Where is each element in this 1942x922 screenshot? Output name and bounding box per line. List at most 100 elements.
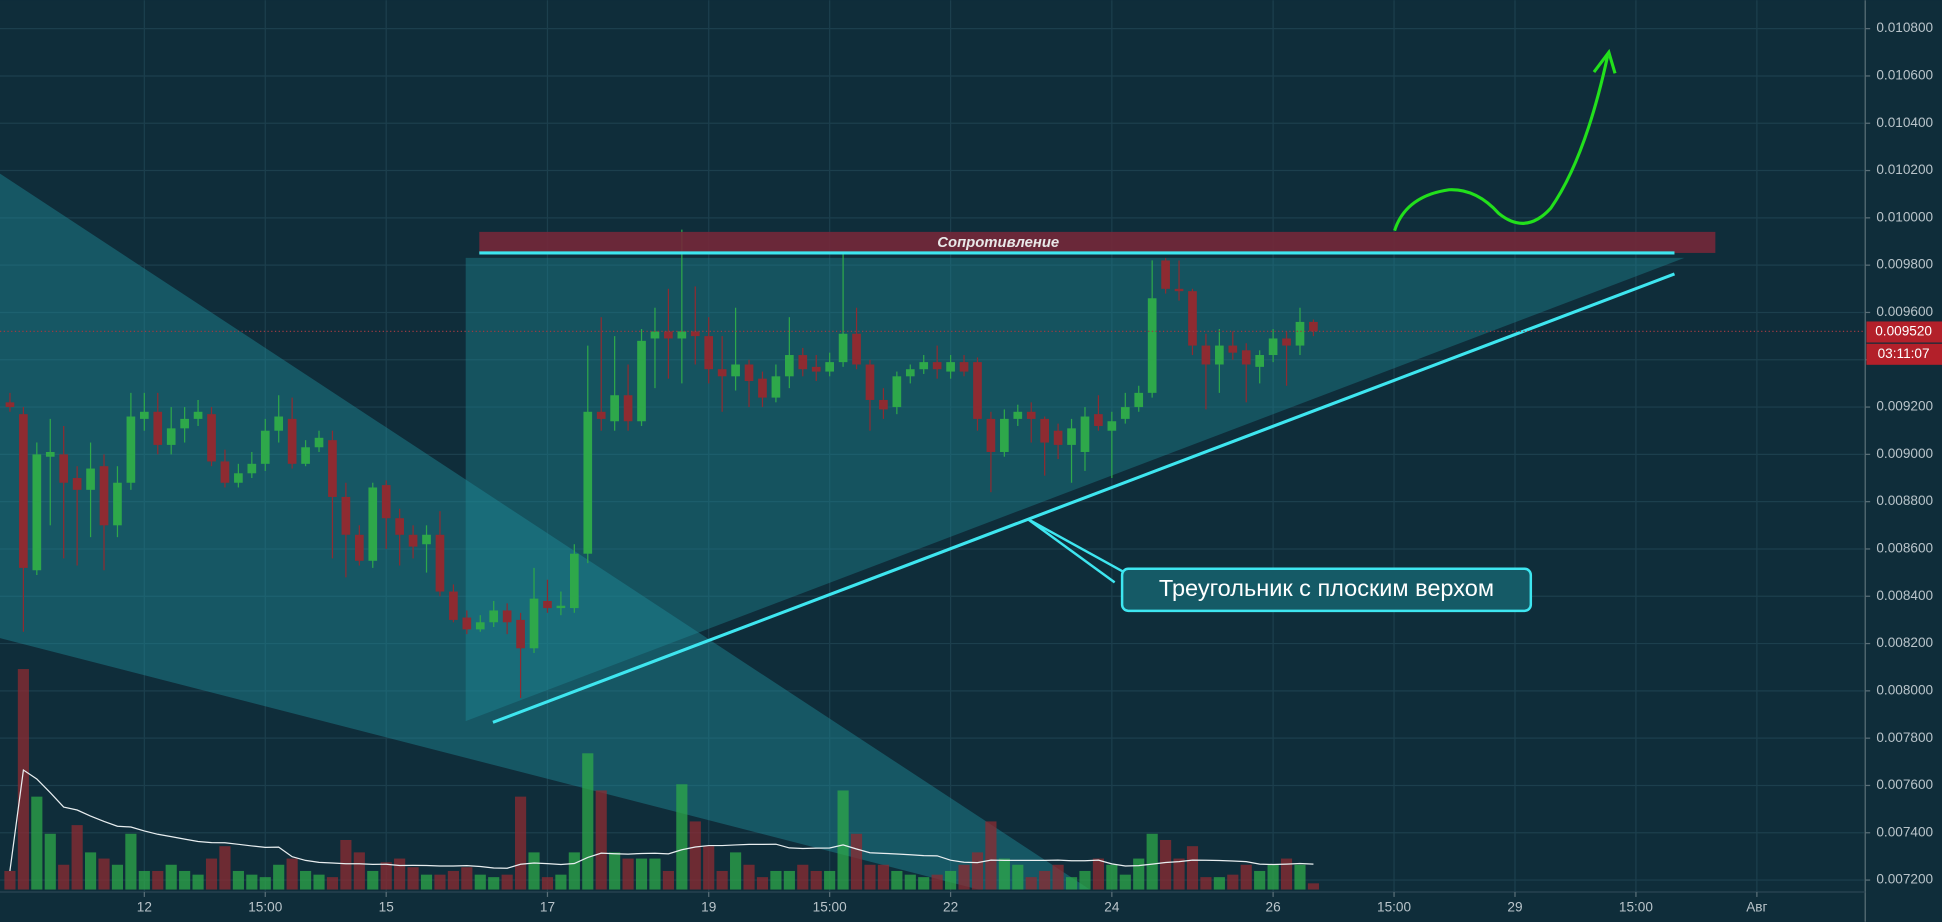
- candle-body: [1040, 418, 1049, 443]
- volume-bar: [1079, 870, 1091, 890]
- candle-body: [1188, 291, 1197, 346]
- falling-wedge-drawing: [0, 173, 1090, 890]
- x-tick-label: 15:00: [248, 900, 282, 915]
- volume-pane: [4, 669, 1319, 890]
- x-tick-label: 24: [1104, 900, 1120, 915]
- volume-bar: [998, 858, 1010, 890]
- volume-bar: [31, 796, 43, 890]
- candle-body: [368, 487, 378, 561]
- candle-body: [623, 395, 633, 422]
- volume-bar: [1065, 877, 1078, 890]
- volume-bar: [58, 864, 70, 890]
- countdown-label: 03:11:07: [1878, 346, 1930, 361]
- volume-bar: [488, 877, 500, 890]
- candle-body: [664, 331, 673, 339]
- volume-bar: [1307, 883, 1319, 890]
- x-tick-label: 15:00: [1377, 900, 1411, 915]
- candle-body: [1134, 392, 1144, 408]
- candle-body: [207, 414, 216, 462]
- candle-body: [99, 466, 109, 526]
- callout-label: Треугольник с плоским верхом: [1159, 575, 1494, 601]
- candle-body: [1120, 407, 1130, 419]
- volume-bar: [1025, 877, 1037, 890]
- candle-body: [583, 411, 593, 554]
- x-tick-label: 15: [379, 900, 394, 915]
- volume-bar: [756, 877, 769, 890]
- y-tick-label: 0.008800: [1876, 493, 1933, 508]
- volume-bar: [394, 858, 406, 890]
- candle-body: [45, 451, 55, 457]
- volume-bar: [1146, 833, 1158, 890]
- candle-body: [180, 418, 189, 429]
- volume-bar: [192, 874, 204, 890]
- volume-bar: [541, 877, 554, 890]
- volume-bar: [1052, 864, 1064, 890]
- volume-bar: [1240, 864, 1252, 890]
- volume-bar: [810, 870, 822, 890]
- volume-bar: [864, 864, 876, 890]
- volume-bar: [340, 839, 352, 890]
- volume-bar: [1039, 870, 1051, 890]
- candle-body: [946, 362, 955, 372]
- candle-body: [1268, 338, 1278, 356]
- candle-body: [932, 362, 942, 370]
- candle-body: [852, 333, 861, 365]
- candle-body: [381, 485, 391, 519]
- y-tick-label: 0.008400: [1876, 588, 1933, 603]
- volume-bar: [1173, 858, 1185, 890]
- volume-bar: [407, 867, 419, 890]
- candle-body: [543, 600, 552, 609]
- candle-body: [610, 395, 619, 422]
- volume-bar: [528, 852, 540, 890]
- candle-body: [1201, 345, 1211, 365]
- volume-bar: [232, 870, 244, 890]
- callout-box: [1120, 567, 1533, 613]
- volume-bar: [461, 867, 473, 890]
- volume-bar: [380, 862, 392, 890]
- countdown-box: [1866, 343, 1942, 365]
- candle-body: [677, 331, 687, 339]
- candle-body: [959, 362, 969, 372]
- volume-bar: [891, 870, 903, 890]
- volume-bar: [971, 852, 984, 890]
- forecast-arrowhead: [1592, 48, 1617, 74]
- volume-bar: [205, 858, 218, 890]
- y-tick-label: 0.009200: [1876, 399, 1933, 414]
- candle-body: [32, 454, 42, 571]
- candle-body: [1094, 414, 1103, 426]
- volume-bar: [138, 870, 150, 890]
- candle-body: [704, 336, 714, 370]
- y-tick-label: 0.008600: [1876, 541, 1933, 556]
- axes: 0.007200 0.007400 0.007600 0.007800 0.008000…: [0, 20, 1942, 915]
- candle-body: [785, 355, 794, 377]
- y-tick-label: 0.010800: [1876, 20, 1933, 35]
- candle-body: [1080, 416, 1090, 452]
- candle-body: [5, 402, 15, 408]
- candle-body: [1241, 350, 1251, 365]
- volume-bar: [689, 821, 701, 890]
- resistance-label: Сопротивление: [937, 235, 1059, 251]
- volume-bar: [1106, 864, 1118, 890]
- volume-bar: [1012, 864, 1024, 890]
- candle-body: [113, 482, 122, 526]
- candle-body: [973, 362, 982, 419]
- volume-bar: [71, 825, 83, 890]
- volume-bar: [595, 790, 607, 890]
- candle-body: [1215, 345, 1224, 365]
- y-tick-label: 0.008000: [1876, 682, 1933, 697]
- volume-bar: [904, 874, 916, 890]
- volume-bar: [850, 833, 863, 890]
- candle-body: [1107, 421, 1117, 431]
- x-tick-label: 19: [701, 900, 716, 915]
- candle-body: [301, 447, 310, 464]
- candle-body: [811, 366, 821, 372]
- volume-bar: [17, 669, 29, 890]
- volume-bar: [1254, 870, 1266, 890]
- volume-bar: [179, 870, 191, 890]
- volume-bar: [582, 753, 594, 890]
- candle-body: [475, 622, 485, 630]
- volume-bar: [474, 874, 486, 890]
- candle-body: [139, 411, 149, 419]
- y-tick-label: 0.009600: [1876, 304, 1933, 319]
